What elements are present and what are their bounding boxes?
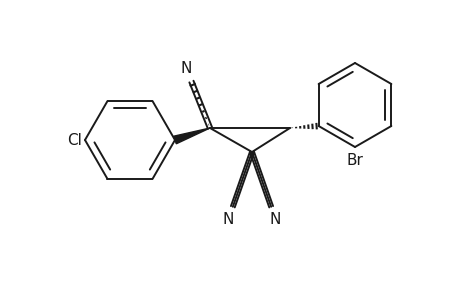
Text: Cl: Cl <box>67 133 82 148</box>
Text: N: N <box>180 61 191 76</box>
Polygon shape <box>174 128 210 144</box>
Text: N: N <box>222 212 234 226</box>
Text: Br: Br <box>346 152 363 167</box>
Text: N: N <box>269 212 280 226</box>
